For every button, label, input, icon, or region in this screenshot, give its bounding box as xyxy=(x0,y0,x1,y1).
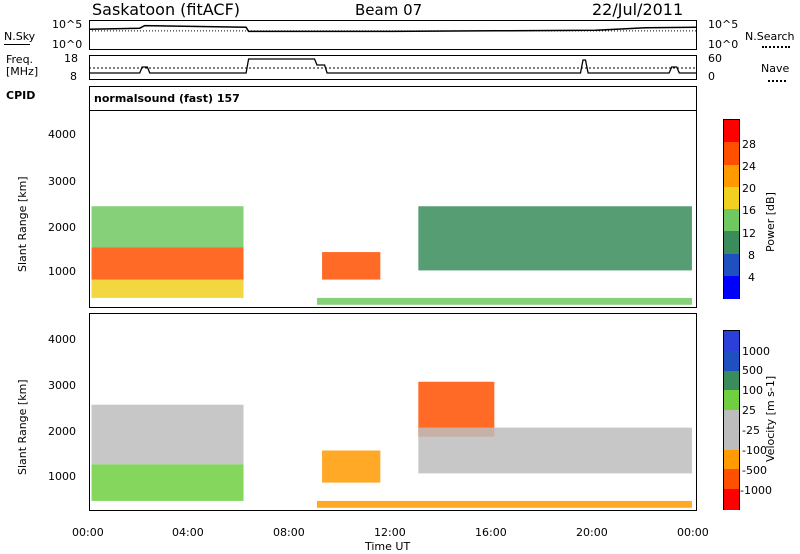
power-colorbar-cell xyxy=(724,275,739,299)
freq-left-tick-bottom: 8 xyxy=(70,70,77,83)
noise-sky-label: N.Sky xyxy=(4,30,36,43)
power-cbar-tick-16: 16 xyxy=(742,204,756,217)
power-band-4 xyxy=(418,206,692,271)
vel-cbar-tick-100: 100 xyxy=(742,384,763,397)
power-ytick-2000: 2000 xyxy=(48,221,76,234)
velocity-ytick-1000: 1000 xyxy=(48,470,76,483)
vel-cbar-tick-minus100: -100 xyxy=(742,444,767,457)
power-band-2 xyxy=(91,206,244,248)
beam-label: Beam 07 xyxy=(355,1,423,19)
velocity-colorbar-cell xyxy=(724,390,739,411)
xtick-0000: 00:00 xyxy=(72,526,104,539)
vel-cbar-tick-minus500: -500 xyxy=(742,464,767,477)
power-band-5 xyxy=(317,297,692,305)
velocity-band-1 xyxy=(91,404,244,465)
nave-legend xyxy=(768,80,786,82)
xtick-0000-end: 00:00 xyxy=(677,526,709,539)
cpid-label: CPID xyxy=(6,89,36,102)
vel-cbar-tick-minus25: -25 xyxy=(742,424,760,437)
vel-cbar-tick-minus1000: -1000 xyxy=(740,484,772,497)
power-cbar-tick-24: 24 xyxy=(742,160,756,173)
power-colorbar-cell xyxy=(724,186,739,210)
velocity-colorbar-cell xyxy=(724,429,739,451)
velocity-colorbar xyxy=(723,330,740,510)
vel-cbar-tick-500: 500 xyxy=(742,364,763,377)
xtick-0800: 08:00 xyxy=(273,526,305,539)
noise-left-tick-bottom: 10^0 xyxy=(52,38,83,51)
velocity-colorbar-cell xyxy=(724,350,739,372)
noise-right-tick-top: 10^5 xyxy=(708,18,739,31)
velocity-colorbar-cell xyxy=(724,489,739,510)
noise-right-tick-bottom: 10^0 xyxy=(708,38,739,51)
velocity-colorbar-cell xyxy=(724,370,739,392)
freq-label: Freq. xyxy=(6,53,34,66)
power-colorbar-cell xyxy=(724,120,739,144)
noise-search-legend xyxy=(762,46,790,48)
time-axis-label: Time UT xyxy=(365,540,411,553)
power-ytick-3000: 3000 xyxy=(48,175,76,188)
power-colorbar xyxy=(723,119,740,299)
vel-cbar-tick-1000: 1000 xyxy=(742,345,770,358)
power-cbar-tick-12: 12 xyxy=(742,227,756,240)
noise-panel xyxy=(89,20,697,50)
power-cbar-tick-8: 8 xyxy=(748,249,755,262)
noise-search-label: N.Search xyxy=(745,30,795,43)
power-colorbar-cell xyxy=(724,231,739,255)
frequency-line xyxy=(89,58,697,74)
velocity-band-4 xyxy=(418,427,692,474)
power-cbar-tick-4: 4 xyxy=(748,271,755,284)
power-band-0 xyxy=(91,279,244,298)
velocity-colorbar-cell xyxy=(724,449,739,471)
power-colorbar-cell xyxy=(724,164,739,188)
xtick-1600: 16:00 xyxy=(475,526,507,539)
velocity-colorbar-cell xyxy=(724,410,739,431)
power-ytick-4000: 4000 xyxy=(48,128,76,141)
power-band-3 xyxy=(322,252,381,280)
xtick-2000: 20:00 xyxy=(576,526,608,539)
xtick-1200: 12:00 xyxy=(374,526,406,539)
velocity-band-2 xyxy=(322,450,381,483)
noise-left-tick-top: 10^5 xyxy=(52,18,83,31)
freq-left-tick-top: 18 xyxy=(64,52,78,65)
velocity-band-0 xyxy=(91,464,244,501)
noise-sky-line xyxy=(88,24,698,33)
freq-right-tick-top: 60 xyxy=(708,52,722,65)
noise-sky-underline xyxy=(4,44,30,45)
velocity-colorbar-cell xyxy=(724,469,739,491)
freq-right-tick-bottom: 0 xyxy=(708,70,715,83)
date-label: 22/Jul/2011 xyxy=(592,0,684,19)
nave-label: Nave xyxy=(761,62,790,75)
power-colorbar-cell xyxy=(724,142,739,166)
power-cbar-tick-28: 28 xyxy=(742,138,756,151)
velocity-colorbar-cell xyxy=(724,331,739,352)
vel-cbar-tick-25: 25 xyxy=(742,404,756,417)
power-cbar-tick-20: 20 xyxy=(742,182,756,195)
velocity-ytick-3000: 3000 xyxy=(48,379,76,392)
velocity-ytick-2000: 2000 xyxy=(48,425,76,438)
power-band-1 xyxy=(91,247,244,280)
power-ytick-1000: 1000 xyxy=(48,265,76,278)
cpid-value: normalsound (fast) 157 xyxy=(94,92,240,105)
freq-unit-label: [MHz] xyxy=(6,65,39,78)
velocity-ytick-4000: 4000 xyxy=(48,333,76,346)
power-colorbar-cell xyxy=(724,253,739,277)
velocity-band-5 xyxy=(317,500,692,508)
xtick-0400: 04:00 xyxy=(172,526,204,539)
radar-title: Saskatoon (fitACF) xyxy=(92,0,241,19)
cpid-box: normalsound (fast) 157 xyxy=(89,86,697,110)
power-colorbar-cell xyxy=(724,209,739,233)
